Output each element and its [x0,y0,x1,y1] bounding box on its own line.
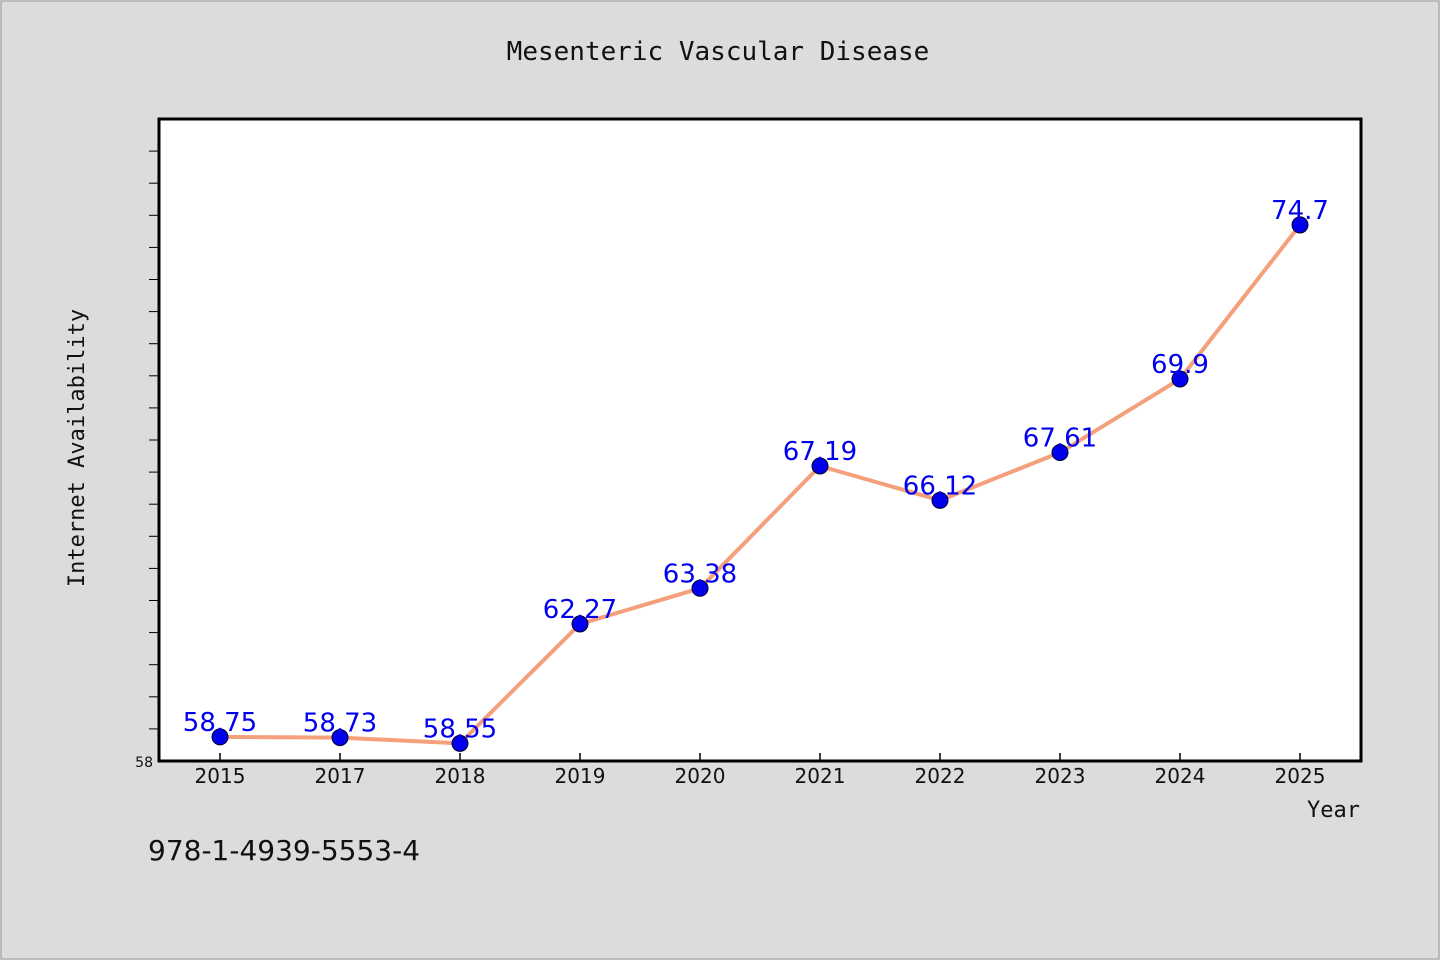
x-axis: 2015 2017 2018 2019 2020 2021 2022 2023 2024 2025 [195,753,1326,788]
data-point [571,615,589,633]
data-point [451,734,469,752]
x-axis-label: Year [1307,798,1360,823]
plot-area [157,117,1363,763]
data-label: 63.38 [663,559,737,589]
data-label: 74.7 [1271,196,1329,226]
data-point [931,491,949,509]
data-point [211,728,229,746]
data-label: 66.12 [903,471,977,501]
x-tick-label: 2018 [435,764,486,788]
y-axis: 58 [135,150,159,771]
x-tick-label: 2019 [555,764,606,788]
data-point [811,457,829,475]
data-labels: 58.75 58.73 58.55 62.27 63.38 67.19 66.12 67.61… [183,196,1329,744]
data-label: 67.19 [783,437,857,467]
footer-code: 978-1-4939-5553-4 [148,834,421,867]
data-label: 62.27 [543,595,617,625]
y-axis-label: Internet Availability [65,309,90,587]
data-point [331,729,349,747]
data-label: 67.61 [1023,424,1097,454]
x-tick-label: 2015 [195,764,246,788]
x-tick-label: 2017 [315,764,366,788]
x-tick-label: 2023 [1035,764,1086,788]
data-point [1051,444,1069,462]
x-tick-label: 2022 [915,764,966,788]
data-label: 69.9 [1151,350,1209,380]
y-tick-label: 58 [135,755,153,771]
chart-title: Mesenteric Vascular Disease [507,37,930,67]
data-label: 58.55 [423,714,497,744]
x-tick-label: 2020 [675,764,726,788]
data-label: 58.73 [303,709,377,739]
series-line [219,223,1302,746]
data-point [1291,216,1309,234]
series-points [211,216,1309,752]
data-point [1171,370,1189,388]
data-point [691,579,709,597]
series-polyline [219,223,1302,746]
x-tick-label: 2021 [795,764,846,788]
x-tick-label: 2024 [1155,764,1206,788]
x-tick-label: 2025 [1275,764,1326,788]
data-label: 58.75 [183,708,257,738]
